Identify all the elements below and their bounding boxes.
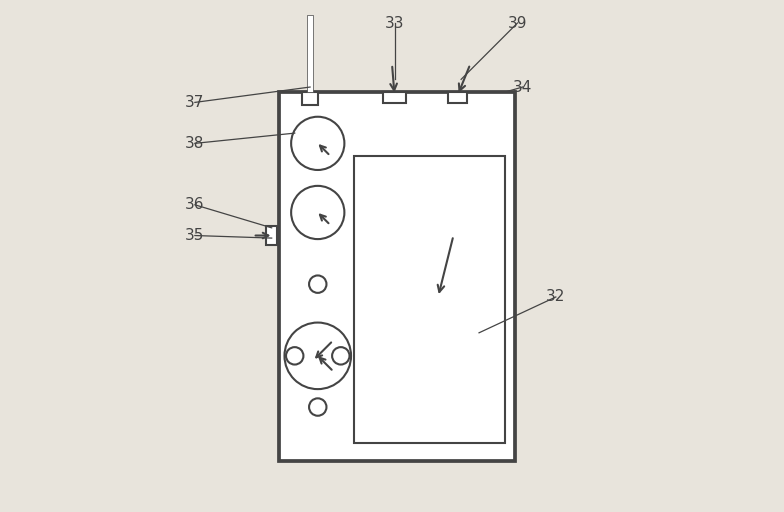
Circle shape xyxy=(309,398,326,416)
Circle shape xyxy=(285,323,351,389)
Bar xyxy=(303,92,318,105)
Circle shape xyxy=(309,275,326,293)
Bar xyxy=(354,156,505,443)
Text: 33: 33 xyxy=(385,15,405,31)
Bar xyxy=(279,92,515,461)
Text: 36: 36 xyxy=(185,197,205,212)
Text: 39: 39 xyxy=(508,15,527,31)
Text: 35: 35 xyxy=(185,228,205,243)
Circle shape xyxy=(291,186,344,239)
Bar xyxy=(383,92,406,103)
Text: 32: 32 xyxy=(546,289,565,305)
Circle shape xyxy=(291,117,344,170)
Text: 37: 37 xyxy=(185,95,205,110)
Text: 34: 34 xyxy=(513,79,532,95)
Bar xyxy=(266,226,277,245)
Bar xyxy=(448,92,467,103)
Bar xyxy=(307,15,313,92)
Text: 38: 38 xyxy=(185,136,205,151)
Circle shape xyxy=(286,347,303,365)
Circle shape xyxy=(332,347,350,365)
